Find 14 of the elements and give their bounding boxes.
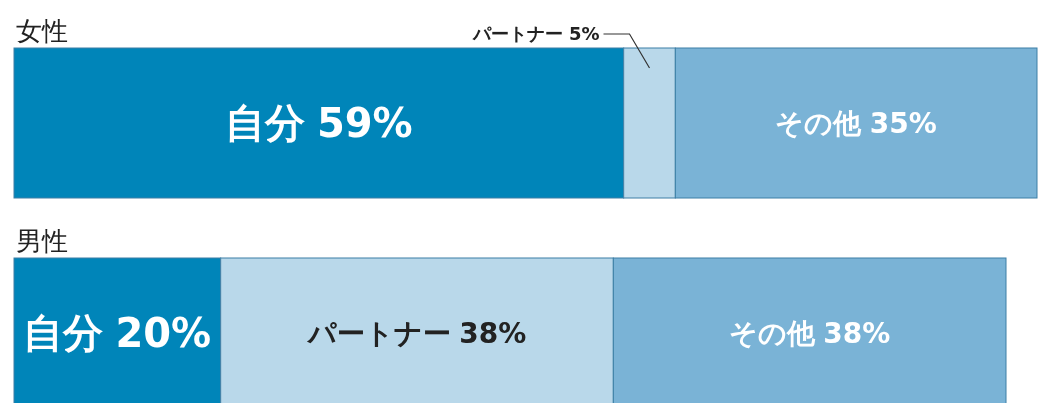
data-label: 59% xyxy=(316,100,413,146)
text: その他 xyxy=(728,316,815,350)
series-label: 自分 xyxy=(23,310,104,356)
data-label: 5% xyxy=(568,23,600,44)
data-label: 35% xyxy=(869,106,937,140)
data-label: 38% xyxy=(459,316,527,350)
series-label: その他 xyxy=(775,106,863,140)
y-tick-label: 女性 xyxy=(16,16,68,46)
data-label: 20% xyxy=(115,310,212,356)
y-tick-label: 男性 xyxy=(16,226,68,256)
text: 自分 xyxy=(224,100,305,146)
data-label: 38% xyxy=(823,316,891,350)
text: パートナー xyxy=(472,23,563,44)
series-label: パートナー xyxy=(305,316,451,350)
